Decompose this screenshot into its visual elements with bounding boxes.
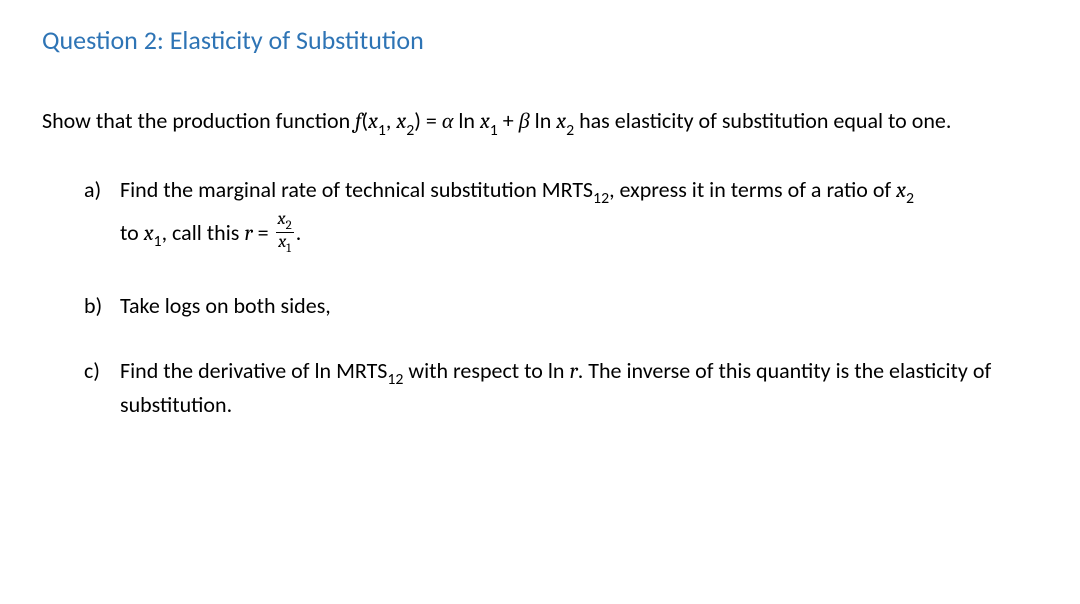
part-c-body: Find the derivative of ln MRTS12 with re… [120, 356, 1038, 421]
a-x1-sub: 1 [154, 232, 162, 251]
x2-var: x [396, 108, 406, 134]
close-eq: ) = [414, 107, 442, 134]
sb: 2 [566, 121, 574, 140]
a-x2: x [896, 177, 906, 203]
a-r: r [244, 220, 252, 246]
part-a: a) Find the marginal rate of technical s… [84, 175, 1038, 257]
part-a-line1: Find the marginal rate of technical subs… [120, 175, 1038, 210]
parts-list: a) Find the marginal rate of technical s… [42, 175, 1038, 421]
plus: + [498, 107, 519, 134]
beta: β [519, 108, 530, 134]
part-a-line2: to x1, call this r = x2x1. [120, 212, 1038, 257]
c-mrts-sub: 12 [387, 370, 403, 389]
frac-den: x1 [276, 233, 294, 255]
c-ln: ln [314, 357, 331, 384]
c-mid: with respect to [403, 357, 547, 384]
part-c-letter: c) [84, 356, 120, 421]
part-a-body: Find the marginal rate of technical subs… [120, 175, 1038, 257]
a-mrts-sub: 12 [593, 189, 609, 208]
a-mrts: MRTS [542, 176, 593, 203]
x2-sub: 2 [406, 121, 414, 140]
a-fraction: x2x1 [276, 210, 294, 255]
ln2: ln [535, 107, 552, 134]
a-mid: , express it in terms of a ratio of [609, 176, 896, 203]
a-dot: . [296, 219, 302, 246]
xb: x [556, 108, 566, 134]
x1-var: x [368, 108, 378, 134]
ln1: ln [458, 107, 475, 134]
a-pre: Find the marginal rate of technical subs… [120, 176, 542, 203]
part-b-body: Take logs on both sides, [120, 291, 1038, 322]
intro-pre: Show that the production function [42, 107, 355, 134]
fnum-x: x [278, 208, 286, 229]
a-call: , call this [162, 219, 245, 246]
a-x1: x [144, 220, 154, 246]
c-mrts: MRTS [336, 357, 387, 384]
frac-num: x2 [276, 210, 294, 233]
part-b-letter: b) [84, 291, 120, 322]
xa: x [480, 108, 490, 134]
x1-sub: 1 [378, 121, 386, 140]
fnum-s: 2 [286, 218, 292, 233]
sa: 1 [490, 121, 498, 140]
part-b: b) Take logs on both sides, [84, 291, 1038, 322]
comma: , [386, 107, 396, 134]
a-eq: = [253, 219, 274, 246]
b-text: Take logs on both sides, [120, 292, 331, 319]
a-to: to [120, 219, 144, 246]
alpha: α [442, 108, 454, 134]
c-pre: Find the derivative of [120, 357, 314, 384]
c-r: r [569, 358, 577, 384]
part-a-letter: a) [84, 175, 120, 257]
c-ln2: ln [548, 357, 565, 384]
question-title: Question 2: Elasticity of Substitution [42, 22, 1038, 58]
intro-post: has elasticity of substitution equal to … [574, 107, 951, 134]
a-x2-sub: 2 [906, 189, 914, 208]
intro-paragraph: Show that the production function f(x1, … [42, 106, 1038, 141]
fden-s: 1 [286, 241, 291, 256]
part-c: c) Find the derivative of ln MRTS12 with… [84, 356, 1038, 421]
